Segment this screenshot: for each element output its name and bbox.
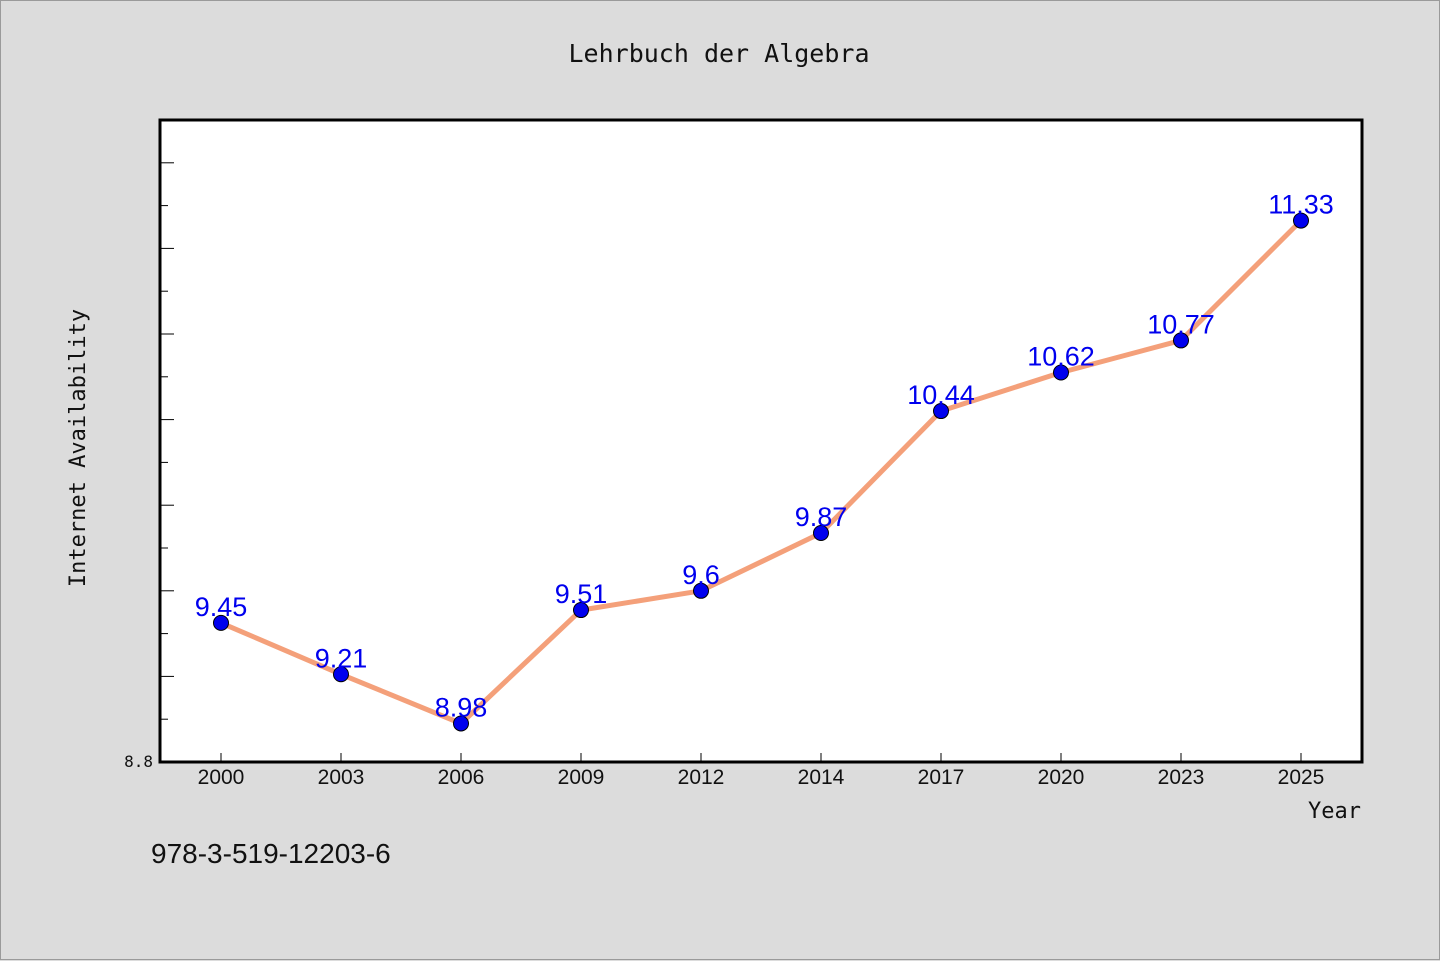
data-label: 9.6 [682, 560, 720, 590]
x-axis-tick-labels: 2000 2003 2006 2009 2012 2014 2017 2020 2023 2025 [198, 766, 1325, 789]
data-point [1293, 212, 1309, 229]
isbn-text: 978-3-519-12203-6 [151, 838, 391, 869]
data-point [1053, 364, 1069, 381]
data-labels: 9.45 9.21 8.98 9.51 9.6 9.87 10.44 10.62 10.77 11… [195, 190, 1334, 723]
y-tick-label: 8.8 [124, 752, 153, 771]
x-axis-label: Year [1308, 799, 1361, 824]
data-point [813, 525, 829, 542]
data-label: 9.45 [195, 592, 248, 622]
series-line [218, 218, 1304, 726]
y-axis-label: Internet Availability [66, 309, 91, 587]
data-point [693, 582, 709, 599]
data-point [333, 666, 349, 683]
x-tick-label: 2009 [558, 766, 605, 789]
x-tick-label: 2023 [1158, 766, 1205, 789]
data-label: 9.87 [795, 502, 848, 532]
data-markers [213, 212, 1309, 732]
data-point [1173, 332, 1189, 349]
x-tick-label: 2020 [1038, 766, 1085, 789]
data-point [573, 602, 589, 619]
data-label: 11.33 [1268, 190, 1334, 220]
x-tick-label: 2000 [198, 766, 245, 789]
data-point [933, 403, 949, 420]
data-label: 8.98 [435, 692, 488, 722]
x-tick-label: 2014 [798, 766, 845, 789]
x-tick-label: 2003 [318, 766, 365, 789]
data-point [213, 614, 229, 631]
data-label: 9.21 [315, 643, 368, 673]
x-tick-label: 2006 [438, 766, 485, 789]
plot-area [158, 118, 1364, 764]
data-label: 10.62 [1027, 342, 1095, 372]
data-point [453, 715, 469, 732]
data-label: 9.51 [555, 579, 608, 609]
x-axis-ticks [220, 753, 1302, 762]
data-label: 10.44 [907, 380, 975, 410]
data-label: 10.77 [1147, 309, 1215, 339]
y-axis-ticks [160, 162, 174, 763]
x-tick-label: 2025 [1278, 766, 1325, 789]
x-tick-label: 2017 [918, 766, 965, 789]
chart-title: Lehrbuch der Algebra [568, 39, 869, 68]
x-tick-label: 2012 [678, 766, 725, 789]
